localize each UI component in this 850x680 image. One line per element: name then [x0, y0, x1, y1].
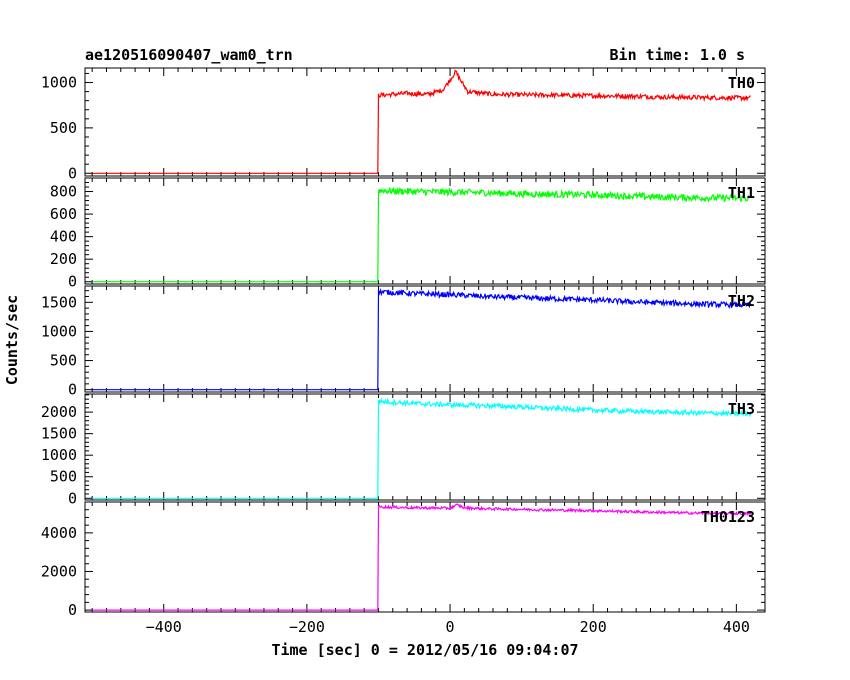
panel-frame: [84, 501, 766, 613]
panel-th1: 0 200 400 600 800 TH1: [50, 177, 766, 291]
y-tick-label: 500: [50, 468, 77, 486]
bin-time-label: Bin time: 1.0 s: [610, 46, 745, 64]
y-tick-label: 500: [50, 119, 77, 137]
y-tick-label: 0: [68, 164, 77, 182]
panel-label-th0123: TH0123: [701, 508, 755, 526]
y-tick-label: 0: [68, 601, 77, 619]
y-tick-label: 600: [50, 205, 77, 223]
x-tick-label: −200: [289, 618, 325, 636]
series-line-th2: [92, 287, 752, 391]
panel-frame: [84, 285, 766, 393]
y-tick-label: 800: [50, 183, 77, 201]
y-axis-label: Counts/sec: [3, 295, 21, 385]
y-tick-label: 1000: [41, 322, 77, 340]
series-line-th0123: [92, 503, 752, 611]
panel-label-th1: TH1: [728, 184, 755, 202]
x-axis: −400 −200 0 200 400: [146, 618, 750, 636]
panel-th3: 0 500 1000 1500 2000 TH3: [41, 393, 766, 507]
series-line-th0: [92, 69, 751, 174]
series-line-th3: [92, 397, 752, 499]
y-tick-label: 0: [68, 273, 77, 291]
y-tick-label: 1000: [41, 446, 77, 464]
x-tick-label: 0: [446, 618, 455, 636]
y-tick-label: 1500: [41, 293, 77, 311]
panel-th2: 0 500 1000 1500 TH2: [41, 285, 766, 399]
panel-label-th2: TH2: [728, 292, 755, 310]
series-line-th1: [92, 186, 752, 283]
chart-title: ae120516090407_wam0_trn: [85, 46, 293, 64]
panel-frame: [84, 67, 766, 177]
panel-frame: [84, 393, 766, 501]
y-tick-label: 2000: [41, 562, 77, 580]
panel-frame: [84, 177, 766, 285]
y-tick-label: 200: [50, 250, 77, 268]
y-tick-label: 0: [68, 381, 77, 399]
panel-label-th3: TH3: [728, 400, 755, 418]
x-tick-label: −400: [146, 618, 182, 636]
y-tick-label: 400: [50, 228, 77, 246]
panel-th0: 0 500 1000 TH0: [41, 67, 766, 182]
panel-th0123: 0 2000 4000 TH0123: [41, 501, 766, 619]
panels-group: 0 500 1000 TH0 0 200 400 600 800 TH1 0 500 1000 1500 T…: [41, 67, 766, 619]
x-tick-label: 400: [723, 618, 750, 636]
y-tick-label: 4000: [41, 524, 77, 542]
y-tick-label: 1000: [41, 74, 77, 92]
y-tick-label: 1500: [41, 425, 77, 443]
y-tick-label: 0: [68, 489, 77, 507]
y-tick-label: 2000: [41, 403, 77, 421]
y-tick-label: 500: [50, 352, 77, 370]
x-tick-label: 200: [580, 618, 607, 636]
panel-label-th0: TH0: [728, 74, 755, 92]
x-axis-label: Time [sec] 0 = 2012/05/16 09:04:07: [271, 641, 578, 659]
